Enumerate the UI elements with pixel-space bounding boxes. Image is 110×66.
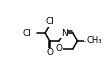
Text: O: O: [55, 44, 62, 53]
Text: N: N: [61, 29, 68, 37]
Text: —: —: [84, 38, 91, 44]
Text: O: O: [46, 48, 53, 57]
Text: Cl: Cl: [45, 17, 54, 26]
Text: CH₃: CH₃: [86, 36, 102, 45]
Text: Cl: Cl: [23, 29, 32, 37]
